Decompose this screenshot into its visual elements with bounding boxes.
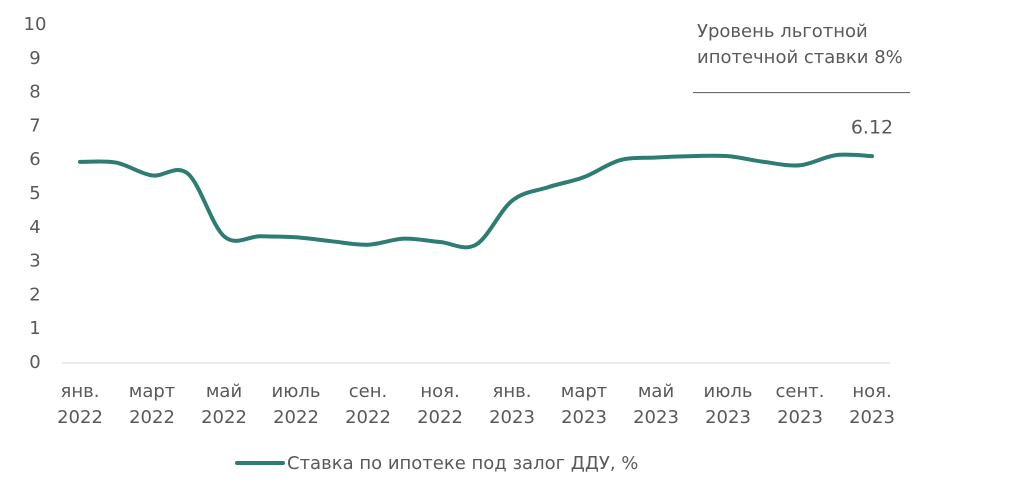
x-tick-label: май 2022 (201, 381, 247, 428)
x-tick-label: ноя. 2022 (417, 381, 463, 428)
y-tick-label: 4 (29, 217, 40, 238)
x-tick-label: ноя. 2023 (849, 381, 895, 428)
series-line (78, 152, 874, 250)
y-tick-label: 9 (29, 48, 40, 69)
y-tick-label: 1 (29, 318, 40, 339)
y-tick-label: 10 (24, 14, 47, 35)
x-tick-label: янв. 2023 (489, 381, 535, 428)
y-tick-label: 5 (29, 183, 40, 204)
y-tick-label: 6 (29, 149, 40, 170)
x-tick-label: сент. 2023 (776, 381, 825, 428)
y-tick-label: 7 (29, 115, 40, 136)
x-tick-label: март 2022 (129, 381, 176, 428)
y-tick-label: 2 (29, 284, 40, 305)
x-tick-label: май 2023 (633, 381, 679, 428)
x-tick-label: июль 2023 (704, 381, 753, 428)
data-label: 6.12 (851, 117, 893, 139)
reference-label: Уровень льготной ипотечной ставки 8% (697, 21, 903, 68)
y-tick-label: 0 (29, 352, 40, 373)
x-tick-label: сен. 2022 (345, 381, 391, 428)
y-tick-label: 3 (29, 251, 40, 272)
x-tick-label: янв. 2022 (57, 381, 103, 428)
y-tick-label: 8 (29, 82, 40, 103)
x-tick-label: март 2023 (561, 381, 608, 428)
x-tick-label: июль 2022 (272, 381, 321, 428)
legend-label: Ставка по ипотеке под залог ДДУ, % (287, 453, 638, 474)
